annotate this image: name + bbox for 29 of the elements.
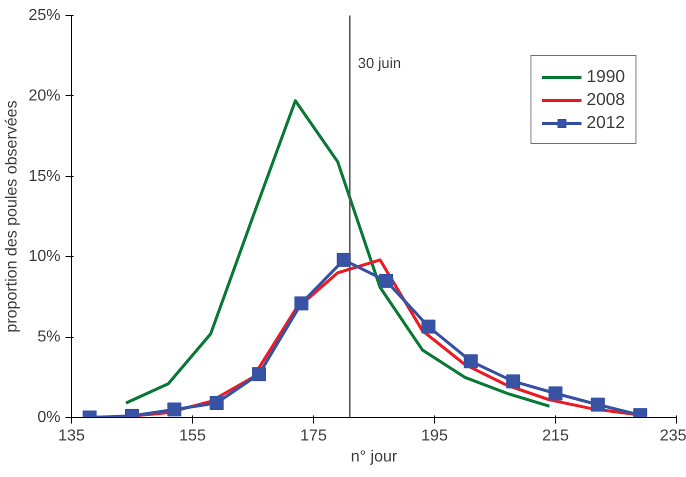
- x-tick-label: 215: [542, 428, 569, 444]
- point: [252, 367, 266, 382]
- y-tick-label: 15%: [28, 168, 61, 185]
- y-tick-label: 0%: [37, 409, 60, 426]
- x-axis-title: n° jour: [350, 448, 398, 466]
- legend-label: 2012: [586, 112, 625, 133]
- point: [294, 296, 308, 310]
- y-axis-title: proportion des poules observées: [3, 100, 20, 333]
- point: [464, 354, 478, 368]
- point: [421, 320, 436, 334]
- point: [506, 374, 520, 388]
- x-tick-label: 175: [300, 428, 327, 444]
- point: [379, 274, 394, 288]
- y-tick-label: 25%: [28, 7, 61, 24]
- legend-label: 1990: [586, 66, 625, 87]
- point: [167, 402, 182, 416]
- y-tick-label: 10%: [28, 248, 61, 266]
- y-tick-label: 20%: [28, 87, 61, 104]
- x-tick-label: 135: [58, 428, 85, 444]
- line-series: [124, 99, 551, 408]
- x-tick-label: 155: [179, 428, 206, 444]
- y-tick-label: 5%: [37, 328, 60, 346]
- point: [590, 398, 605, 412]
- ref-line-label: 30 juin: [358, 56, 402, 72]
- point: [210, 396, 224, 410]
- x-tick-label: 195: [421, 428, 448, 444]
- legend-label: 2008: [586, 89, 625, 110]
- x-tick-label: 235: [660, 428, 686, 444]
- point: [548, 386, 562, 400]
